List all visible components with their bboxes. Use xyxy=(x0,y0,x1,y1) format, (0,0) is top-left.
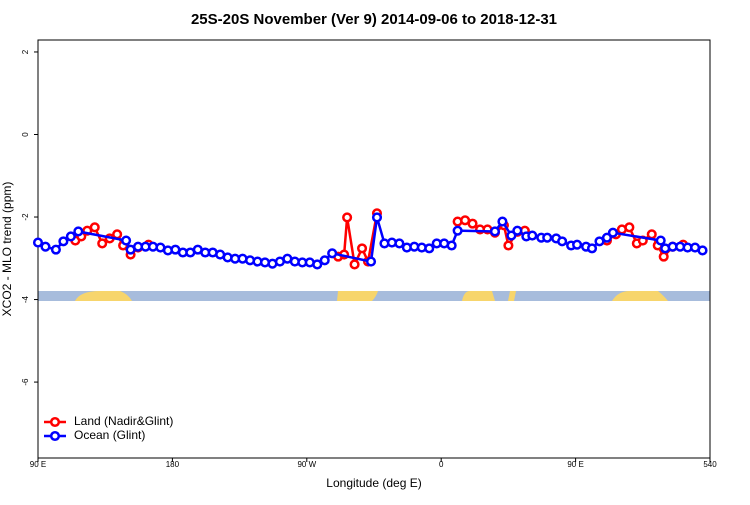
point xyxy=(65,231,76,242)
point xyxy=(489,226,501,237)
point xyxy=(572,239,583,250)
point xyxy=(97,238,108,249)
y-axis-label: XCO2 - MLO trend (ppm) xyxy=(0,182,14,317)
point xyxy=(586,243,598,254)
point xyxy=(557,236,568,247)
point xyxy=(527,230,538,241)
point xyxy=(506,230,517,241)
legend-marker xyxy=(49,430,61,442)
point xyxy=(58,236,69,247)
point xyxy=(594,236,605,247)
point xyxy=(424,243,435,254)
y-tick-label: -2 xyxy=(21,213,30,221)
point xyxy=(365,256,377,267)
point xyxy=(512,225,523,236)
point xyxy=(503,240,514,251)
point xyxy=(601,232,613,243)
point xyxy=(40,241,51,252)
point xyxy=(50,244,61,255)
point xyxy=(394,238,405,249)
x-tick-label: 540 xyxy=(703,460,717,469)
point xyxy=(446,240,457,251)
point xyxy=(327,248,338,259)
point xyxy=(32,237,44,248)
point xyxy=(697,245,708,256)
point xyxy=(73,226,84,237)
x-axis-label: Longitude (deg E) xyxy=(326,476,421,490)
point xyxy=(319,255,330,266)
point xyxy=(89,222,100,233)
point xyxy=(624,222,635,233)
x-tick-label: 90 W xyxy=(297,460,316,469)
point xyxy=(312,259,323,270)
x-tick-label: 90 E xyxy=(30,460,46,469)
point xyxy=(371,212,383,223)
point xyxy=(342,212,353,223)
y-tick-label: -4 xyxy=(21,295,30,303)
map-strip xyxy=(38,291,710,301)
y-tick-label: 0 xyxy=(21,132,30,137)
x-tick-label: 90 E xyxy=(567,460,583,469)
legend-label: Ocean (Glint) xyxy=(74,428,145,442)
point xyxy=(349,259,360,270)
point xyxy=(497,216,508,227)
point xyxy=(646,229,657,240)
point xyxy=(655,235,666,246)
point xyxy=(607,227,618,238)
point xyxy=(112,229,123,240)
plot-frame xyxy=(37,39,711,459)
chart-title: 25S-20S November (Ver 9) 2014-09-06 to 2… xyxy=(191,11,557,28)
y-tick-label: -6 xyxy=(21,378,30,386)
point xyxy=(452,225,463,236)
legend-label: Land (Nadir&Glint) xyxy=(74,414,173,428)
legend-marker xyxy=(49,416,61,428)
point xyxy=(357,243,368,254)
y-tick-label: 2 xyxy=(21,49,30,54)
point xyxy=(467,218,478,229)
point xyxy=(658,251,669,262)
point xyxy=(121,235,132,246)
x-tick-label: 0 xyxy=(439,460,444,469)
x-tick-label: 180 xyxy=(166,460,180,469)
point xyxy=(542,232,553,243)
